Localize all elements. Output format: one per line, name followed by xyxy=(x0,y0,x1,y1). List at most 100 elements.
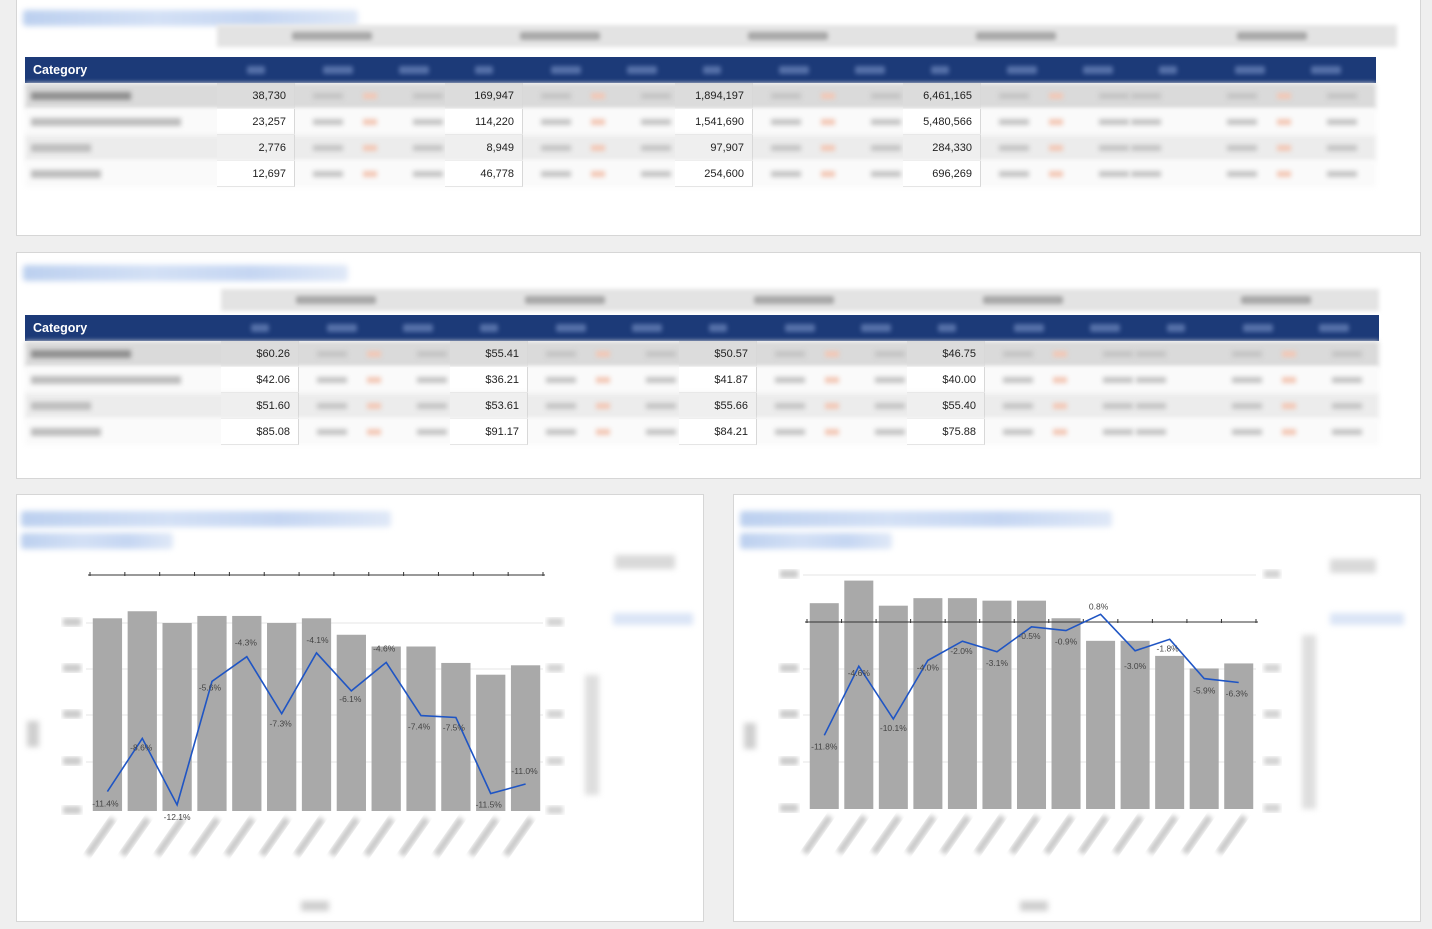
data-label: -11.4% xyxy=(92,799,119,809)
data-label: -12.1% xyxy=(164,812,191,822)
table-cell-blurred xyxy=(1232,377,1262,383)
table-cell: $55.40 xyxy=(907,393,985,419)
y-axis-title-blurred xyxy=(744,723,756,749)
header-cell-blurred xyxy=(403,324,433,332)
table-cell-blurred xyxy=(999,93,1029,99)
x-axis-title-blurred xyxy=(1020,901,1048,911)
category-label-blurred xyxy=(31,376,181,384)
chart-title-blurred xyxy=(21,511,391,527)
bar xyxy=(1086,640,1116,809)
group-header-label-blurred xyxy=(525,296,605,304)
table-cell-blurred xyxy=(999,145,1029,151)
table-cell-blurred xyxy=(1277,93,1291,99)
table-cell-blurred xyxy=(591,93,605,99)
table-cell-blurred xyxy=(775,351,805,357)
table-cell: 2,776 xyxy=(217,135,295,161)
table-cell-blurred xyxy=(541,119,571,125)
table-cell: 1,541,690 xyxy=(675,109,753,135)
table-cell: $84.21 xyxy=(679,419,757,445)
table-cell-blurred xyxy=(825,403,839,409)
bar xyxy=(336,634,366,811)
bar xyxy=(371,646,401,811)
y2-tick-label-blurred xyxy=(1264,570,1280,578)
table-cell-blurred xyxy=(1131,171,1161,177)
y-tick-label-blurred xyxy=(63,664,81,672)
bar xyxy=(406,646,436,811)
y2-tick-label-blurred xyxy=(547,806,563,814)
table-cell-blurred xyxy=(1103,377,1133,383)
table-cell-blurred xyxy=(1277,145,1291,151)
x-tick-label-blurred xyxy=(1043,814,1075,855)
header-cell-blurred xyxy=(861,324,891,332)
y2-tick-label-blurred xyxy=(1264,804,1280,812)
table-cell-blurred xyxy=(1099,145,1129,151)
x-tick-label-blurred xyxy=(1078,814,1110,855)
table-cell: $42.06 xyxy=(221,367,299,393)
table-cell: $53.61 xyxy=(450,393,528,419)
table-cell-blurred xyxy=(591,119,605,125)
y-tick-label-blurred xyxy=(63,757,81,765)
y-tick-label-blurred xyxy=(780,664,798,672)
category-label-blurred xyxy=(31,402,91,410)
header-cell-blurred xyxy=(1014,324,1044,332)
table-cell-blurred xyxy=(771,93,801,99)
group-header-label-blurred xyxy=(976,32,1056,40)
category-label-blurred xyxy=(31,170,101,178)
table-cell-blurred xyxy=(1282,351,1296,357)
table-cell-blurred xyxy=(367,351,381,357)
y2-tick-label-blurred xyxy=(1264,710,1280,718)
table-cell-blurred xyxy=(825,351,839,357)
bar xyxy=(301,618,332,811)
table-cell-blurred xyxy=(1232,403,1262,409)
header-cell-blurred xyxy=(480,324,498,332)
table-cell-blurred xyxy=(1003,429,1033,435)
bar xyxy=(476,674,506,811)
bar xyxy=(441,662,471,811)
table-cell-blurred xyxy=(1136,403,1166,409)
category-column-header[interactable]: Category xyxy=(33,321,88,335)
table-cell-blurred xyxy=(1332,377,1362,383)
x-tick-label-blurred xyxy=(836,814,868,855)
table-cell-blurred xyxy=(546,377,576,383)
category-column-header[interactable]: Category xyxy=(33,63,88,77)
bar xyxy=(1120,640,1150,809)
x-tick-label-blurred xyxy=(870,814,902,855)
x-tick-label-blurred xyxy=(154,816,186,857)
table-cell-blurred xyxy=(591,171,605,177)
table-cell: $55.41 xyxy=(450,341,528,367)
data-label: -4.0% xyxy=(917,662,940,672)
data-label: -4.1% xyxy=(306,635,329,645)
table-cell-blurred xyxy=(821,93,835,99)
table-cell-blurred xyxy=(541,171,571,177)
table-cell-blurred xyxy=(317,377,347,383)
table-cell-blurred xyxy=(1099,171,1129,177)
category-label-blurred xyxy=(31,92,131,100)
group-header-label-blurred xyxy=(754,296,834,304)
x-tick-label-blurred xyxy=(363,816,395,857)
table-cell-blurred xyxy=(646,351,676,357)
table-cell-blurred xyxy=(413,171,443,177)
bar xyxy=(1224,663,1254,809)
data-label: -5.6% xyxy=(199,682,222,692)
data-label: -4.6% xyxy=(373,643,396,653)
y2-tick-label-blurred xyxy=(547,710,563,718)
table-cell-blurred xyxy=(417,377,447,383)
table-cell-blurred xyxy=(413,119,443,125)
data-label: -6.1% xyxy=(339,694,362,704)
table-cell-blurred xyxy=(1003,403,1033,409)
table-cell-blurred xyxy=(825,429,839,435)
table-cell-blurred xyxy=(1227,93,1257,99)
table-cell: 23,257 xyxy=(217,109,295,135)
table-cell-blurred xyxy=(1131,145,1161,151)
bar xyxy=(913,598,943,809)
table-header-row: Category xyxy=(25,57,1376,83)
table-cell-blurred xyxy=(646,377,676,383)
left-chart-panel: -11.4% -8.6% -12.1% -5.6% -4.3% -7.3% -4.1% -6.… xyxy=(16,494,704,922)
table-cell-blurred xyxy=(363,145,377,151)
y-tick-label-blurred xyxy=(63,806,81,814)
bar xyxy=(1051,618,1081,809)
secondary-axis-blurred xyxy=(1302,635,1316,809)
header-cell-blurred xyxy=(399,66,429,74)
table-cell-blurred xyxy=(641,93,671,99)
line-series xyxy=(823,613,1239,736)
